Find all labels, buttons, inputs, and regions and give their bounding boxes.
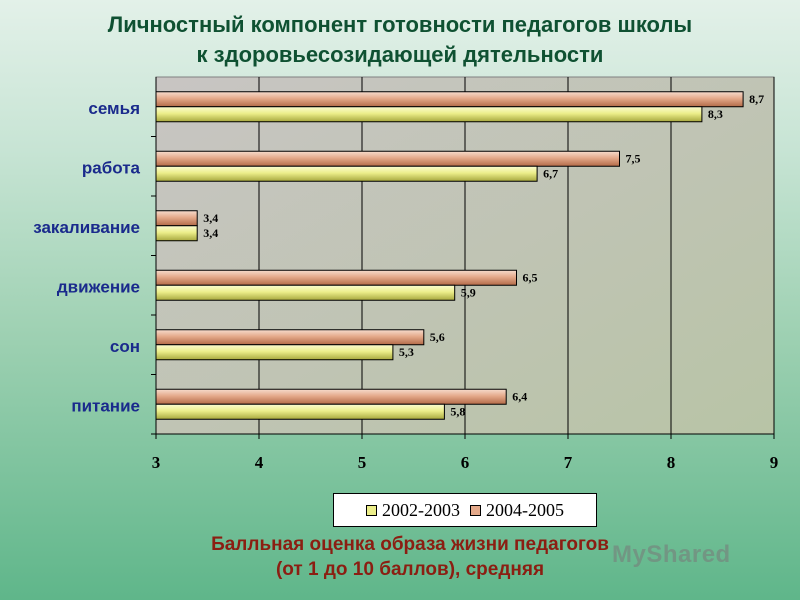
x-tick-label-7: 7 <box>564 453 573 472</box>
legend-swatch-2004-2005 <box>470 504 481 516</box>
data-label-2002-2003-0: 8,3 <box>708 107 723 121</box>
x-tick-label-3: 3 <box>152 453 161 472</box>
x-tick-label-5: 5 <box>358 453 367 472</box>
category-label-4: сон <box>110 337 140 356</box>
data-label-2002-2003-2: 3,4 <box>203 226 218 240</box>
category-label-2: закаливание <box>33 218 140 237</box>
data-label-2002-2003-4: 5,3 <box>399 345 414 359</box>
data-label-2004-2005-3: 6,5 <box>523 270 538 284</box>
chart-title-line1: Личностный компонент готовности педагого… <box>107 12 693 37</box>
category-label-1: работа <box>82 158 141 177</box>
bar-2004-2005-0 <box>155 91 744 108</box>
legend-swatch-2002-2003 <box>366 504 377 516</box>
bar-2002-2003-5 <box>155 403 445 420</box>
x-tick-label-6: 6 <box>461 453 470 472</box>
legend-item-2004-2005: 2004-2005 <box>470 500 564 521</box>
bar-2002-2003-0 <box>155 106 703 123</box>
bar-2004-2005-1 <box>155 150 620 167</box>
legend-item-2002-2003: 2002-2003 <box>366 500 460 521</box>
x-tick-label-4: 4 <box>255 453 264 472</box>
chart-title: Личностный компонент готовности педагого… <box>0 10 800 70</box>
data-label-2004-2005-0: 8,7 <box>749 92 764 106</box>
data-label-2004-2005-4: 5,6 <box>430 330 445 344</box>
data-label-2004-2005-1: 7,5 <box>626 151 641 165</box>
data-label-2002-2003-5: 5,8 <box>450 404 465 418</box>
legend-label-2004-2005: 2004-2005 <box>486 499 564 520</box>
category-label-0: семья <box>88 99 140 118</box>
data-label-2004-2005-2: 3,4 <box>203 211 218 225</box>
bar-2004-2005-2 <box>155 210 198 227</box>
bar-2004-2005-5 <box>155 388 507 405</box>
bar-2004-2005-4 <box>155 329 425 346</box>
bar-2002-2003-4 <box>155 344 394 361</box>
bar-2004-2005-3 <box>155 269 517 286</box>
axis-caption-line2: (от 1 до 10 баллов), средняя <box>275 559 545 580</box>
axis-caption-line1: Балльная оценка образа жизни педагогов <box>211 534 609 555</box>
x-tick-label-8: 8 <box>667 453 676 472</box>
data-label-2002-2003-1: 6,7 <box>543 166 558 180</box>
category-label-3: движение <box>57 277 140 296</box>
bar-2002-2003-3 <box>155 284 456 301</box>
bar-2002-2003-2 <box>155 225 198 242</box>
axis-caption: Балльная оценка образа жизни педагогов (… <box>0 532 800 582</box>
data-label-2002-2003-3: 5,9 <box>461 285 476 299</box>
category-label-5: питание <box>71 396 140 415</box>
data-label-2004-2005-5: 6,4 <box>512 389 527 403</box>
watermark-logo: MyShared <box>612 541 731 568</box>
chart-title-line2: к здоровьесозидающей дятельности <box>196 42 604 67</box>
legend-label-2002-2003: 2002-2003 <box>382 499 460 520</box>
bar-2002-2003-1 <box>155 165 538 182</box>
x-tick-label-9: 9 <box>770 453 779 472</box>
legend: 2002-2003 2004-2005 <box>333 493 597 527</box>
